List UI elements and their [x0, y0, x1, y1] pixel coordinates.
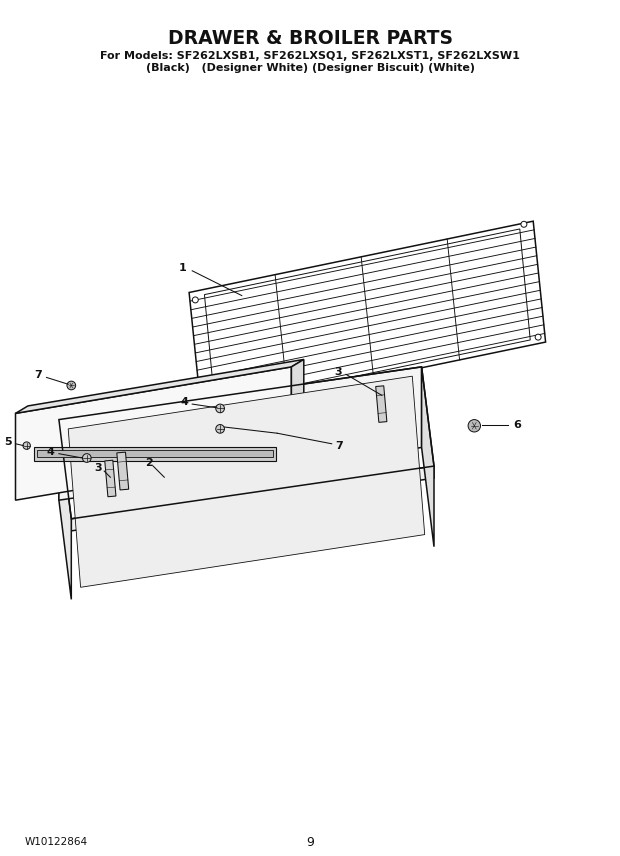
Circle shape: [67, 381, 76, 389]
Circle shape: [203, 403, 210, 409]
Text: W10122864: W10122864: [25, 837, 88, 847]
Circle shape: [535, 334, 541, 340]
Polygon shape: [16, 367, 291, 500]
Text: eReplacementParts.com: eReplacementParts.com: [246, 520, 374, 530]
Polygon shape: [376, 386, 387, 422]
Circle shape: [82, 454, 91, 462]
Text: 2: 2: [145, 458, 153, 468]
Polygon shape: [117, 452, 129, 490]
Polygon shape: [422, 367, 434, 547]
Polygon shape: [105, 461, 116, 496]
Text: (Black)   (Designer White) (Designer Biscuit) (White): (Black) (Designer White) (Designer Biscu…: [146, 63, 474, 74]
Polygon shape: [16, 360, 304, 413]
Text: For Models: SF262LXSB1, SF262LXSQ1, SF262LXST1, SF262LXSW1: For Models: SF262LXSB1, SF262LXSQ1, SF26…: [100, 51, 520, 61]
Circle shape: [23, 442, 30, 449]
Text: 3: 3: [94, 463, 102, 473]
Circle shape: [192, 297, 198, 303]
Text: 4: 4: [180, 397, 188, 407]
Text: 7: 7: [35, 370, 42, 380]
Polygon shape: [68, 376, 425, 587]
Circle shape: [468, 419, 481, 432]
Polygon shape: [59, 367, 422, 500]
Polygon shape: [205, 229, 530, 406]
Text: 9: 9: [306, 835, 314, 849]
Circle shape: [216, 404, 224, 413]
Text: DRAWER & BROILER PARTS: DRAWER & BROILER PARTS: [167, 29, 453, 48]
Polygon shape: [59, 419, 71, 599]
Text: 6: 6: [513, 419, 521, 430]
Text: 1: 1: [179, 263, 187, 273]
Polygon shape: [189, 221, 546, 413]
Polygon shape: [71, 466, 434, 531]
Text: 5: 5: [4, 437, 12, 447]
Circle shape: [521, 222, 527, 227]
Text: 3: 3: [334, 367, 342, 377]
Text: 4: 4: [47, 447, 55, 457]
Polygon shape: [291, 360, 304, 454]
Circle shape: [216, 425, 224, 433]
Text: 7: 7: [335, 441, 343, 451]
Polygon shape: [37, 450, 273, 457]
Polygon shape: [34, 447, 276, 461]
